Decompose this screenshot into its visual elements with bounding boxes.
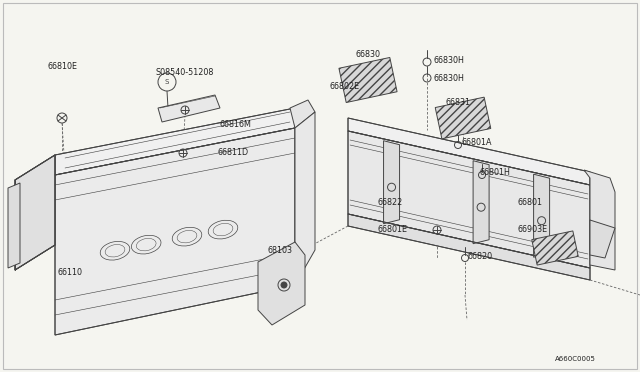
Text: 68103: 68103 bbox=[268, 246, 293, 255]
Text: 66830H: 66830H bbox=[434, 56, 465, 65]
Circle shape bbox=[158, 73, 176, 91]
Polygon shape bbox=[55, 128, 295, 335]
Text: S: S bbox=[165, 79, 169, 85]
Text: 66110: 66110 bbox=[58, 268, 83, 277]
Polygon shape bbox=[534, 174, 550, 257]
Text: 66802E: 66802E bbox=[330, 82, 360, 91]
Text: 66822: 66822 bbox=[378, 198, 403, 207]
Polygon shape bbox=[258, 242, 305, 325]
Text: 66903E: 66903E bbox=[518, 225, 548, 234]
Text: 66801: 66801 bbox=[517, 198, 542, 207]
Circle shape bbox=[281, 282, 287, 288]
Polygon shape bbox=[158, 95, 220, 122]
Polygon shape bbox=[295, 112, 315, 285]
Text: 66820: 66820 bbox=[468, 252, 493, 261]
Text: 66801E: 66801E bbox=[378, 225, 408, 234]
Text: 66816M: 66816M bbox=[219, 120, 251, 129]
Polygon shape bbox=[8, 183, 20, 268]
Text: 66801H: 66801H bbox=[480, 168, 511, 177]
Polygon shape bbox=[584, 170, 615, 270]
Text: 66830: 66830 bbox=[355, 50, 380, 59]
Polygon shape bbox=[590, 220, 615, 258]
Text: A660C0005: A660C0005 bbox=[555, 356, 596, 362]
Polygon shape bbox=[348, 131, 590, 268]
Text: 66811D: 66811D bbox=[218, 148, 249, 157]
Text: 66810E: 66810E bbox=[47, 62, 77, 71]
Polygon shape bbox=[290, 100, 315, 128]
Polygon shape bbox=[15, 155, 55, 270]
Text: S08540-51208: S08540-51208 bbox=[156, 68, 214, 77]
Polygon shape bbox=[348, 214, 590, 280]
Text: 66801A: 66801A bbox=[462, 138, 493, 147]
Text: 66831: 66831 bbox=[445, 98, 470, 107]
Text: 66830H: 66830H bbox=[434, 74, 465, 83]
Polygon shape bbox=[383, 141, 399, 224]
Polygon shape bbox=[15, 155, 55, 270]
Polygon shape bbox=[339, 58, 397, 103]
Polygon shape bbox=[473, 161, 489, 244]
Polygon shape bbox=[435, 97, 491, 139]
Polygon shape bbox=[55, 108, 295, 175]
Polygon shape bbox=[348, 118, 590, 185]
Polygon shape bbox=[532, 231, 579, 265]
